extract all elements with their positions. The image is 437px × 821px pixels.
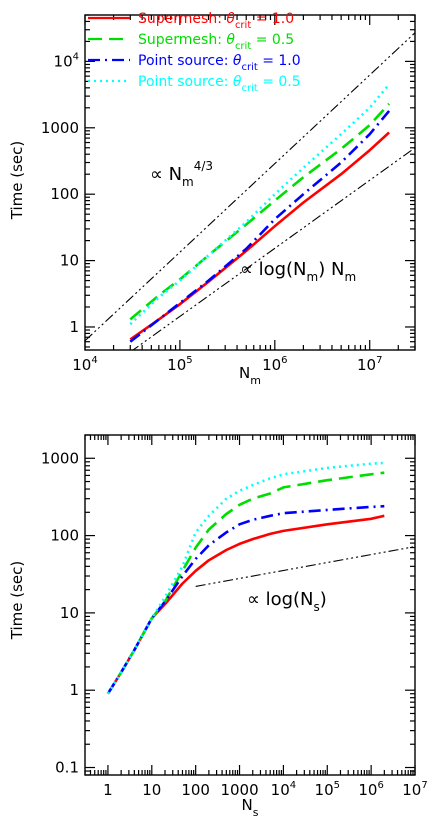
x-tick-label: 1000	[220, 781, 258, 799]
y-tick-label: 100	[50, 185, 79, 203]
reference-line-label: ∝ log(Ns)	[247, 589, 327, 614]
x-tick-label: 1	[103, 781, 113, 799]
y-tick-label: 1	[69, 681, 79, 699]
tick-marks	[84, 434, 416, 776]
reference-line-label: ∝ log(Nm) Nm	[240, 259, 356, 284]
legend-entry: Supermesh: θcrit = 1.0	[138, 11, 294, 31]
x-tick-label: 105	[167, 355, 192, 374]
plot-frame	[84, 434, 416, 776]
x-tick-label: 106	[262, 355, 287, 374]
series-line-3	[129, 83, 391, 326]
y-tick-label: 1000	[41, 119, 79, 137]
legend-entry: Point source: θcrit = 1.0	[138, 53, 301, 73]
reference-line	[85, 32, 415, 342]
y-tick-label: 1	[69, 318, 79, 336]
y-tick-label: 10	[60, 252, 79, 270]
x-tick-label: 104	[72, 355, 97, 374]
plot-frame	[84, 14, 416, 351]
top-chart: 104 105 106 107 1 10 100 1000 104 Time (sec) Nm ∝ N…	[8, 11, 416, 387]
y-axis-label: Time (sec)	[8, 561, 26, 640]
series-line-2	[129, 110, 391, 343]
y-tick-label: 1000	[41, 449, 79, 467]
series-line-1	[106, 471, 385, 695]
y-tick-label: 104	[54, 51, 79, 70]
y-tick-label: 100	[50, 527, 79, 545]
x-axis-label: Ns	[242, 796, 259, 819]
legend-entry: Supermesh: θcrit = 0.5	[138, 32, 294, 52]
x-tick-label: 106	[358, 780, 383, 799]
x-tick-label: 107	[402, 780, 427, 799]
x-axis-label: Nm	[239, 364, 261, 387]
series-line-1	[129, 102, 391, 321]
y-axis-label: Time (sec)	[8, 141, 26, 220]
tick-marks	[84, 14, 416, 350]
reference-line	[132, 147, 415, 350]
reference-line	[195, 546, 415, 587]
x-tick-label: 10	[142, 781, 161, 799]
y-tick-label: 10	[60, 604, 79, 622]
bottom-chart: 1 10 100 1000 104 105 106 107 0.1 1 10 100 1000 Time …	[8, 434, 428, 819]
series-line-3	[106, 461, 385, 695]
legend-entry: Point source: θcrit = 0.5	[138, 74, 301, 94]
reference-line-label: ∝ Nm4/3	[150, 159, 213, 189]
y-tick-label: 0.1	[55, 759, 79, 777]
x-tick-label: 107	[357, 355, 382, 374]
x-tick-label: 100	[181, 781, 210, 799]
x-tick-label: 104	[271, 780, 296, 799]
x-tick-label: 105	[315, 780, 340, 799]
